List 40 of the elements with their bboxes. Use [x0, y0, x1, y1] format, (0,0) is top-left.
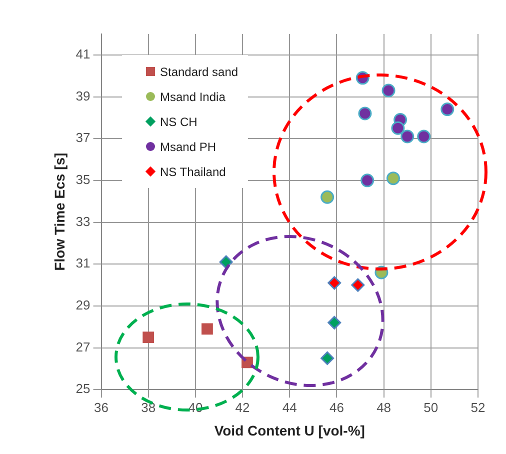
x-tick-label: 50	[424, 400, 438, 415]
legend-label: Standard sand	[160, 64, 238, 78]
y-tick-label: 35	[76, 172, 90, 187]
point	[351, 278, 365, 292]
x-tick-label: 52	[470, 400, 486, 415]
y-tick-label: 25	[76, 381, 90, 396]
point	[219, 255, 233, 269]
point	[360, 174, 374, 188]
point	[391, 121, 405, 135]
y-axis-title: Flow Time Ecs [s]	[51, 152, 68, 271]
point	[386, 172, 400, 186]
point	[400, 130, 414, 144]
x-tick-label: 38	[141, 400, 156, 415]
x-tick-label: 44	[282, 400, 297, 415]
y-tick-label: 39	[76, 88, 90, 104]
y-tick-label: 31	[76, 256, 90, 271]
point	[320, 190, 334, 204]
x-tick-label: 42	[235, 400, 250, 415]
y-tick-label: 29	[76, 298, 90, 313]
point	[320, 351, 334, 365]
y-tick-label: 37	[76, 130, 90, 146]
x-axis-title: Void Content U [vol-%]	[214, 422, 365, 438]
point	[328, 316, 342, 330]
legend-label: Msand PH	[160, 140, 216, 154]
point	[202, 323, 213, 335]
y-tick-label: 27	[76, 339, 90, 354]
point	[417, 130, 431, 144]
y-tick-label: 33	[76, 214, 90, 229]
point	[328, 276, 342, 290]
x-tick-label: 36	[94, 400, 108, 415]
point	[382, 84, 396, 98]
legend-label: NS CH	[160, 114, 198, 128]
x-tick-label: 46	[329, 400, 344, 415]
point	[358, 106, 372, 120]
legend-label: NS Thailand	[160, 164, 226, 178]
y-tick-label: 41	[76, 46, 90, 62]
x-tick-label: 48	[376, 400, 392, 415]
point	[440, 102, 454, 116]
point	[142, 332, 154, 344]
legend-label: Msand India	[160, 90, 226, 104]
